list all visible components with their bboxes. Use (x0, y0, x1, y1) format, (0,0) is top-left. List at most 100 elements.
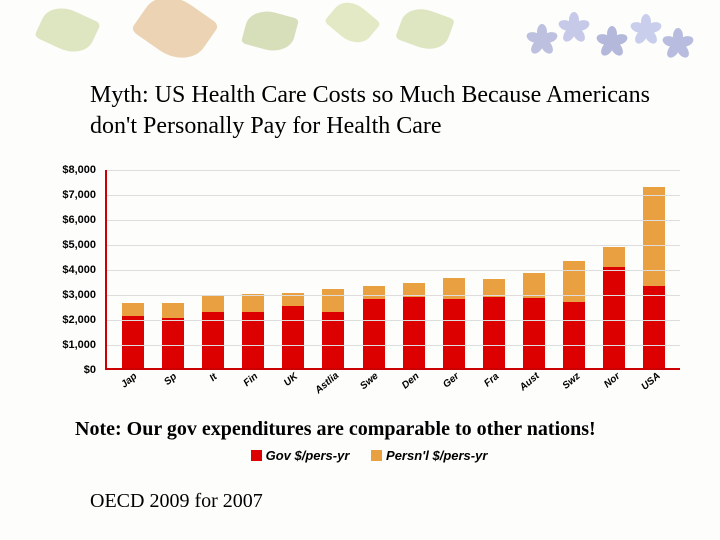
bar-segment-gov (523, 298, 545, 368)
x-tick-label: Fin (232, 370, 272, 400)
bar-segment-personal (603, 247, 625, 267)
x-tick-label: Den (393, 370, 433, 400)
bar-segment-personal (443, 278, 465, 299)
x-tick-label: Sp (151, 370, 191, 400)
bar (122, 303, 144, 368)
flower-icon (664, 22, 692, 50)
bar-slot (153, 170, 193, 368)
grid-line (107, 320, 680, 321)
x-tick-label: Fra (473, 370, 513, 400)
y-tick-label: $2,000 (62, 314, 96, 326)
x-tick-label: Astlia (312, 370, 352, 400)
bar (282, 293, 304, 368)
source-text: OECD 2009 for 2007 (90, 490, 263, 513)
x-tick-label: Aust (513, 370, 553, 400)
bar (443, 278, 465, 368)
legend-swatch-gov (251, 450, 262, 461)
leaf-icon (324, 0, 381, 50)
bar-segment-gov (483, 297, 505, 368)
bar-segment-gov (643, 286, 665, 369)
bar-segment-gov (403, 297, 425, 368)
grid-line (107, 295, 680, 296)
bars-container (107, 170, 680, 368)
bar-segment-personal (242, 294, 264, 312)
bar-slot (634, 170, 674, 368)
bar (603, 247, 625, 368)
bar-segment-personal (322, 289, 344, 312)
bar-segment-personal (122, 303, 144, 316)
y-tick-label: $7,000 (62, 189, 96, 201)
bar-slot (434, 170, 474, 368)
flower-icon (560, 6, 588, 34)
bar-slot (313, 170, 353, 368)
bar (563, 261, 585, 369)
x-tick-label: Swz (553, 370, 593, 400)
bar-segment-personal (363, 286, 385, 300)
bar-segment-personal (162, 303, 184, 318)
y-tick-label: $5,000 (62, 239, 96, 251)
legend: Gov $/pers-yr Persn'l $/pers-yr (0, 448, 720, 463)
bar-slot (113, 170, 153, 368)
bar (363, 286, 385, 369)
bar-segment-gov (443, 299, 465, 368)
leaf-icon (395, 3, 455, 56)
leaf-icon (131, 0, 220, 70)
x-axis: JapSpItFinUKAstliaSweDenGerFraAustSwzNor… (105, 370, 680, 400)
x-tick-label: USA (634, 370, 674, 400)
grid-line (107, 345, 680, 346)
bar-slot (273, 170, 313, 368)
bar (322, 289, 344, 368)
x-tick-label: UK (272, 370, 312, 400)
flower-icon (632, 8, 660, 36)
plot-area (105, 170, 680, 370)
bar-segment-gov (363, 299, 385, 368)
grid-line (107, 245, 680, 246)
y-tick-label: $0 (84, 364, 96, 376)
grid-line (107, 220, 680, 221)
x-tick-label: Nor (594, 370, 634, 400)
y-tick-label: $1,000 (62, 339, 96, 351)
leaf-icon (34, 0, 101, 59)
grid-line (107, 170, 680, 171)
bar (202, 296, 224, 369)
bar-slot (474, 170, 514, 368)
bar-slot (394, 170, 434, 368)
x-tick-label: Ger (433, 370, 473, 400)
y-tick-label: $6,000 (62, 214, 96, 226)
grid-line (107, 270, 680, 271)
bar (643, 187, 665, 368)
legend-swatch-personal (371, 450, 382, 461)
bar (483, 279, 505, 368)
flower-icon (528, 18, 556, 46)
bar-segment-personal (202, 296, 224, 312)
bar-segment-gov (563, 302, 585, 368)
flower-icon (598, 20, 626, 48)
bar-slot (514, 170, 554, 368)
bar-chart: $0 $1,000 $2,000 $3,000 $4,000 $5,000 $6,000 $7… (50, 170, 680, 400)
bar-segment-gov (282, 306, 304, 369)
decorative-banner (0, 0, 720, 70)
leaf-icon (241, 6, 299, 56)
y-tick-label: $8,000 (62, 164, 96, 176)
bar-segment-gov (603, 267, 625, 368)
bar (242, 294, 264, 368)
y-tick-label: $4,000 (62, 264, 96, 276)
bar-slot (554, 170, 594, 368)
bar-slot (233, 170, 273, 368)
legend-label-personal: Persn'l $/pers-yr (386, 448, 487, 463)
slide-title: Myth: US Health Care Costs so Much Becau… (90, 80, 660, 142)
bar-slot (353, 170, 393, 368)
bar-slot (193, 170, 233, 368)
bar-slot (594, 170, 634, 368)
grid-line (107, 195, 680, 196)
bar (162, 303, 184, 368)
x-tick-label: It (191, 370, 231, 400)
x-tick-label: Jap (111, 370, 151, 400)
y-tick-label: $3,000 (62, 289, 96, 301)
note-text: Note: Our gov expenditures are comparabl… (75, 418, 596, 441)
legend-label-gov: Gov $/pers-yr (266, 448, 350, 463)
y-axis: $0$1,000$2,000$3,000$4,000$5,000$6,000$7… (50, 170, 100, 370)
x-tick-label: Swe (352, 370, 392, 400)
bar-segment-gov (162, 318, 184, 368)
bar-segment-gov (122, 316, 144, 369)
